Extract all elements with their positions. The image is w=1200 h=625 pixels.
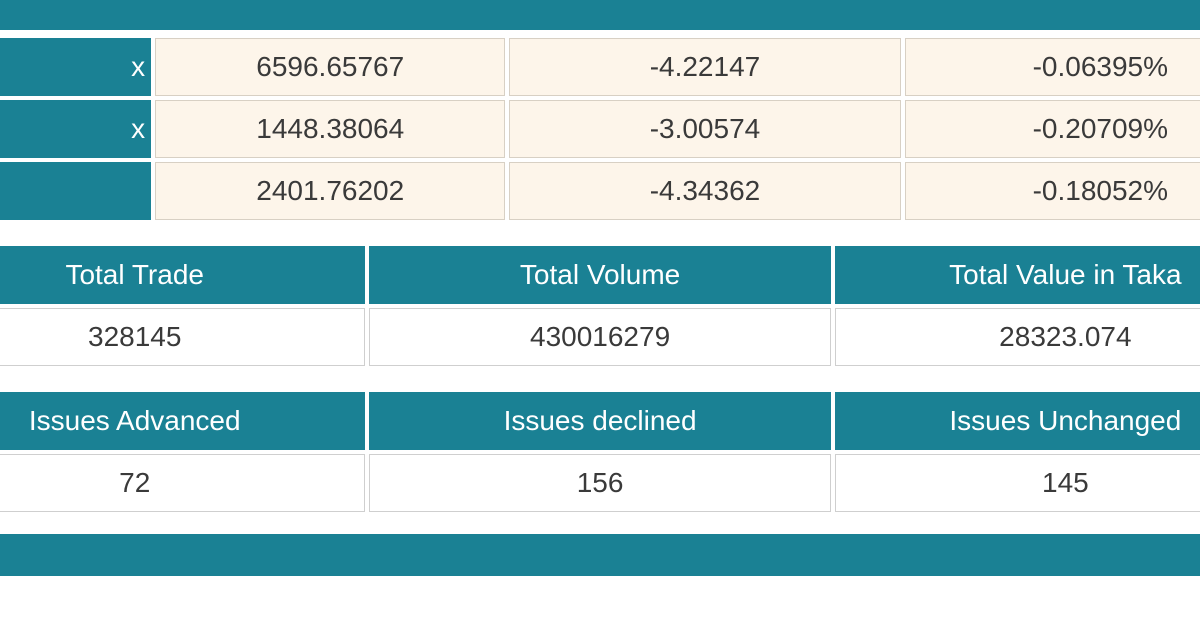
issues-advanced-header: Issues Advanced bbox=[0, 392, 365, 450]
index-pct: -0.18052% bbox=[905, 162, 1200, 220]
index-label: x bbox=[0, 100, 151, 158]
index-pct: -0.20709% bbox=[905, 100, 1200, 158]
index-value: 6596.65767 bbox=[155, 38, 505, 96]
total-value-header: Total Value in Taka bbox=[835, 246, 1200, 304]
table-header-row: Issues Advanced Issues declined Issues U… bbox=[0, 392, 1200, 450]
table-row: 72 156 145 bbox=[0, 454, 1200, 512]
issues-table: Issues Advanced Issues declined Issues U… bbox=[0, 388, 1200, 516]
index-pct: -0.06395% bbox=[905, 38, 1200, 96]
index-change: -4.22147 bbox=[509, 38, 900, 96]
issues-unchanged-value: 145 bbox=[835, 454, 1200, 512]
total-trade-value: 328145 bbox=[0, 308, 365, 366]
table-row: 2401.76202 -4.34362 -0.18052% bbox=[0, 162, 1200, 220]
index-change: -4.34362 bbox=[509, 162, 900, 220]
total-volume-value: 430016279 bbox=[369, 308, 830, 366]
table-row: x 6596.65767 -4.22147 -0.06395% bbox=[0, 38, 1200, 96]
issues-advanced-value: 72 bbox=[0, 454, 365, 512]
total-volume-header: Total Volume bbox=[369, 246, 830, 304]
bottom-teal-bar bbox=[0, 534, 1200, 576]
top-teal-bar bbox=[0, 0, 1200, 30]
index-label bbox=[0, 162, 151, 220]
total-value-value: 28323.074 bbox=[835, 308, 1200, 366]
index-change: -3.00574 bbox=[509, 100, 900, 158]
trade-summary-table: Total Trade Total Volume Total Value in … bbox=[0, 242, 1200, 370]
index-table: x 6596.65767 -4.22147 -0.06395% x 1448.3… bbox=[0, 34, 1200, 224]
total-trade-header: Total Trade bbox=[0, 246, 365, 304]
issues-declined-header: Issues declined bbox=[369, 392, 830, 450]
index-value: 2401.76202 bbox=[155, 162, 505, 220]
index-label: x bbox=[0, 38, 151, 96]
table-row: x 1448.38064 -3.00574 -0.20709% bbox=[0, 100, 1200, 158]
index-value: 1448.38064 bbox=[155, 100, 505, 158]
issues-unchanged-header: Issues Unchanged bbox=[835, 392, 1200, 450]
table-header-row: Total Trade Total Volume Total Value in … bbox=[0, 246, 1200, 304]
table-row: 328145 430016279 28323.074 bbox=[0, 308, 1200, 366]
issues-declined-value: 156 bbox=[369, 454, 830, 512]
